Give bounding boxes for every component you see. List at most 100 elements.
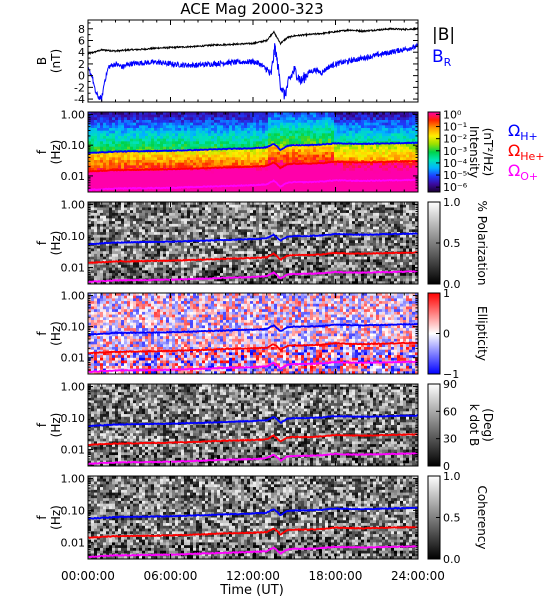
heatmap-cell (196, 186, 200, 190)
heatmap-cell (247, 152, 251, 156)
heatmap-cell (235, 162, 239, 166)
heatmap-cell (187, 221, 191, 225)
heatmap-cell (289, 173, 293, 177)
heatmap-cell (232, 130, 236, 134)
heatmap-cell (355, 146, 359, 150)
heatmap-cell (361, 181, 365, 185)
heatmap-cell (256, 170, 260, 174)
heatmap-cell (274, 152, 278, 156)
heatmap-cell (352, 176, 356, 180)
heatmap-cell (169, 212, 173, 217)
heatmap-cell (115, 128, 119, 132)
heatmap-cell (379, 173, 383, 177)
heatmap-cell (307, 141, 311, 145)
heatmap-cell (136, 264, 140, 268)
heatmap-cell (241, 176, 245, 180)
heatmap-cell (139, 144, 143, 148)
heatmap-cell (136, 262, 140, 266)
heatmap-cell (124, 270, 128, 274)
legend-gyro-subscript: He+ (520, 150, 544, 163)
heatmap-cell (172, 232, 176, 236)
heatmap-cell (202, 232, 206, 236)
heatmap-cell (232, 133, 236, 137)
heatmap-cell (280, 141, 284, 145)
heatmap-cell (94, 207, 98, 211)
heatmap-cell (100, 165, 104, 169)
heatmap-cell (292, 130, 296, 134)
heatmap-cell (148, 207, 152, 211)
heatmap-cell (175, 152, 179, 156)
heatmap-cell (94, 212, 98, 217)
heatmap-cell (169, 273, 173, 277)
heatmap-cell (208, 259, 212, 263)
heatmap-cell (151, 251, 155, 255)
heatmap-cell (229, 141, 233, 145)
heatmap-cell (400, 165, 404, 169)
heatmap-cell (112, 165, 116, 169)
heatmap-cell (403, 162, 407, 166)
heatmap-cell (229, 178, 233, 182)
heatmap-cell (238, 173, 242, 177)
heatmap-cell (409, 186, 413, 190)
heatmap-cell (148, 202, 152, 206)
heatmap-cell (214, 149, 218, 153)
heatmap-cell (103, 114, 107, 118)
heatmap-cell (151, 275, 155, 279)
heatmap-cell (205, 165, 209, 169)
heatmap-cell (220, 223, 224, 227)
heatmap-cell (91, 212, 95, 217)
heatmap-cell (109, 245, 113, 249)
heatmap-cell (187, 138, 191, 142)
heatmap-cell (142, 251, 146, 255)
heatmap-cell (100, 117, 104, 121)
heatmap-cell (400, 138, 404, 142)
heatmap-cell (247, 178, 251, 182)
heatmap-cell (118, 262, 122, 266)
heatmap-cell (259, 144, 263, 148)
heatmap-cell (157, 251, 161, 255)
heatmap-cell (271, 152, 275, 156)
heatmap-cell (406, 128, 410, 132)
heatmap-cell (229, 133, 233, 137)
heatmap-cell (232, 186, 236, 190)
heatmap-cell (253, 144, 257, 148)
heatmap-cell (226, 168, 230, 172)
heatmap-cell (406, 136, 410, 140)
heatmap-cell (169, 234, 173, 238)
heatmap-cell (193, 207, 197, 211)
heatmap-cell (352, 189, 356, 193)
heatmap-cell (367, 189, 371, 193)
heatmap-cell (262, 178, 266, 182)
heatmap-cell (130, 264, 134, 268)
heatmap-cell (199, 226, 203, 230)
heatmap-cell (340, 112, 344, 116)
heatmap-cell (139, 210, 143, 214)
heatmap-cell (376, 189, 380, 193)
heatmap-cell (316, 120, 320, 124)
heatmap-cell (250, 128, 254, 132)
heatmap-cell (373, 170, 377, 174)
heatmap-cell (409, 117, 413, 121)
heatmap-cell (208, 170, 212, 174)
heatmap-cell (385, 136, 389, 140)
heatmap-cell (415, 122, 419, 126)
heatmap-cell (394, 146, 398, 150)
heatmap-cell (88, 133, 92, 137)
heatmap-cell (319, 125, 323, 129)
heatmap-cell (289, 168, 293, 172)
heatmap-cell (265, 122, 269, 126)
heatmap-cell (97, 215, 101, 219)
heatmap-cell (88, 138, 92, 142)
heatmap-cell (118, 253, 122, 258)
heatmap-cell (193, 248, 197, 252)
heatmap-cell (232, 212, 236, 217)
heatmap-cell (112, 270, 116, 274)
heatmap-cell (94, 229, 98, 233)
heatmap-cell (355, 162, 359, 166)
colorbar-unit: (nT²/Hz) (481, 128, 495, 176)
heatmap-cell (136, 237, 140, 241)
heatmap-cell (154, 273, 158, 277)
heatmap-cell (301, 176, 305, 180)
heatmap-cell (415, 130, 419, 134)
heatmap-cell (148, 262, 152, 266)
